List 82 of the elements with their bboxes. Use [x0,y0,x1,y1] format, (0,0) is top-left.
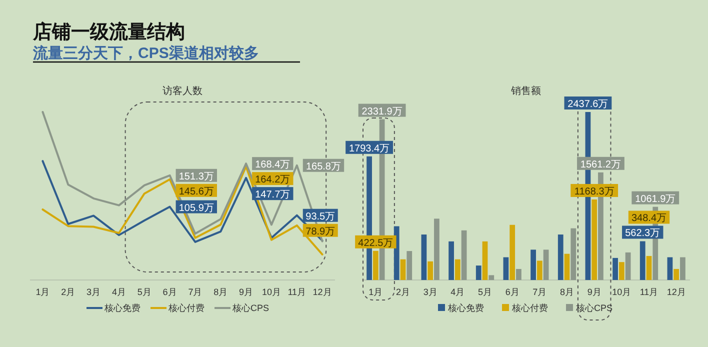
bar [421,234,427,280]
x-tick-label: 11月 [288,287,306,297]
bar [454,259,460,280]
bar [612,258,618,280]
x-tick-label: 3月 [423,287,438,297]
bar [428,261,434,280]
data-label: 562.3万 [625,228,660,240]
data-label: 1793.4万 [348,143,390,154]
data-label: 164.2万 [255,174,290,186]
legend-label: 核心CPS [575,303,613,313]
bar [372,250,378,280]
data-label: 165.8万 [306,161,341,172]
data-label: 145.6万 [178,186,214,198]
legend-label: 核心CPS [232,303,270,313]
data-label: 2331.9万 [362,106,402,118]
x-tick-label: 11月 [640,287,658,297]
x-tick-label: 5月 [137,287,152,297]
bar [667,257,673,280]
bar [530,250,536,280]
data-label: 348.4万 [631,213,667,224]
x-tick-label: 6月 [162,287,177,297]
bar [536,260,542,280]
x-tick-label: 7月 [188,287,202,297]
bar [543,250,549,280]
text: 店铺一级流量结构 [32,21,185,43]
bar [488,275,494,280]
x-tick-label: 7月 [532,287,547,297]
bar [646,256,652,280]
bar [476,266,482,280]
legend-label: 核心免费 [104,303,140,313]
x-tick-label: 10月 [612,287,632,297]
bar [674,268,680,280]
data-label: 151.3万 [178,171,214,182]
data-label: 422.5万 [358,238,394,249]
bar [400,259,406,280]
x-tick-label: 6月 [505,287,520,297]
x-tick-label: 10月 [262,287,281,297]
data-label: 147.7万 [255,190,290,201]
x-tick-label: 4月 [112,287,126,297]
bar [461,230,467,280]
x-tick-label: 12月 [666,287,686,297]
x-tick-label: 1月 [368,287,383,297]
data-label: 105.9万 [178,202,214,214]
bar [564,254,570,280]
x-tick-label: 3月 [86,287,101,297]
data-label: 1561.2万 [580,159,622,170]
chart-title: 销售额 [510,85,541,97]
legend-label: 核心付费 [511,303,548,313]
bar [434,218,440,280]
x-tick-label: 1月 [36,287,50,297]
data-label: 2437.6万 [568,99,608,110]
bar [640,241,646,280]
chart-title: 访客人数 [162,85,202,97]
bar [592,199,598,280]
text: 流量三分天下，CPS渠道相对较多 [32,44,259,62]
bar [618,262,624,280]
bar [503,257,509,280]
bar [406,251,412,280]
data-label: 1061.9万 [635,194,676,205]
x-tick-label: 12月 [312,287,332,297]
x-tick-label: 8月 [214,287,228,297]
data-label: 78.9万 [306,226,336,238]
legend-label: 核心付费 [168,303,204,313]
x-tick-label: 9月 [587,287,602,297]
bar [516,268,522,280]
data-label: 93.5万 [306,211,336,222]
data-label: 168.4万 [255,160,290,171]
bar [625,252,631,280]
x-tick-label: 8月 [560,287,574,297]
bar [570,228,576,280]
bar [510,224,516,280]
x-tick-label: 9月 [239,287,254,297]
legend-label: 核心免费 [447,303,484,313]
x-tick-label: 5月 [478,287,492,297]
bar [558,234,564,280]
data-label: 1168.3万 [574,186,614,198]
bar [680,257,686,280]
bar [448,241,454,280]
x-tick-label: 2月 [61,287,76,297]
bar [482,241,488,280]
x-tick-label: 4月 [450,287,465,297]
x-tick-label: 2月 [396,287,410,297]
